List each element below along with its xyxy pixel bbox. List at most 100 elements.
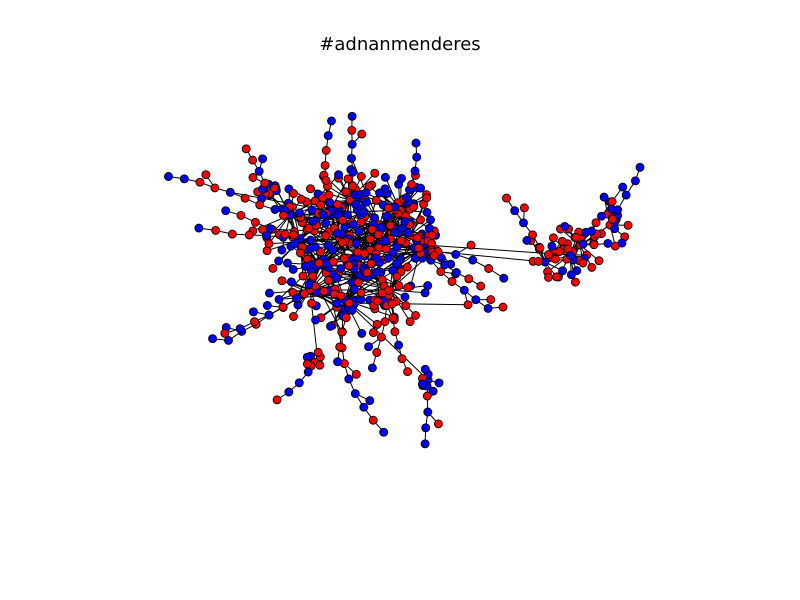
graph-node-red: [296, 248, 305, 258]
graph-node-red: [344, 298, 354, 308]
graph-node-red: [433, 419, 443, 429]
graph-node-red: [403, 283, 413, 292]
graph-node-blue: [499, 273, 509, 283]
graph-node-red: [351, 369, 361, 379]
graph-node-red: [264, 239, 274, 249]
graph-node-red: [307, 298, 317, 308]
graph-node-blue: [347, 305, 357, 315]
graph-node-blue: [380, 236, 390, 245]
graph-node-blue: [416, 183, 426, 193]
graph-node-blue: [397, 173, 406, 183]
graph-node-red: [272, 395, 282, 405]
graph-node-red: [371, 195, 381, 205]
graph-node-red: [321, 231, 331, 241]
graph-node-red: [557, 236, 567, 246]
graph-node-blue: [376, 223, 386, 232]
graph-node-blue: [310, 242, 320, 252]
graph-node-blue: [400, 216, 410, 226]
graph-node-red: [341, 187, 351, 197]
graph-node-red: [211, 225, 221, 235]
graph-node-blue: [451, 268, 461, 277]
graph-node-red: [381, 244, 391, 254]
graph-node-red: [335, 342, 345, 352]
graph-node-blue: [225, 187, 235, 197]
graph-node-red: [362, 268, 372, 278]
graph-node-red: [366, 259, 376, 269]
graph-node-red: [436, 267, 446, 277]
graph-node-red: [289, 230, 298, 240]
graph-node-blue: [290, 239, 300, 248]
graph-node-blue: [375, 188, 385, 198]
graph-node-blue: [294, 378, 304, 388]
graph-node-blue: [422, 207, 432, 217]
graph-node-red: [289, 312, 298, 321]
graph-node-red: [241, 144, 251, 154]
graph-node-red: [502, 193, 511, 203]
graph-node-red: [397, 354, 407, 364]
graph-node-red: [308, 271, 318, 281]
graph-node-blue: [394, 340, 404, 350]
graph-node-red: [336, 291, 346, 301]
graph-node-red: [608, 214, 617, 224]
graph-node-red: [296, 194, 306, 204]
graph-node-blue: [451, 249, 461, 259]
graph-node-red: [250, 217, 260, 227]
graph-node-blue: [362, 197, 371, 207]
graph-node-red: [304, 223, 314, 233]
graph-node-red: [279, 210, 288, 220]
graph-node-red: [321, 145, 331, 155]
graph-node-blue: [283, 258, 292, 268]
graph-node-blue: [371, 253, 381, 263]
graph-node-red: [548, 233, 558, 243]
graph-node-blue: [284, 387, 294, 397]
graph-node-red: [244, 230, 254, 240]
graph-node-blue: [510, 206, 520, 216]
graph-node-blue: [348, 219, 358, 229]
graph-node-blue: [328, 245, 338, 255]
graph-node-blue: [587, 226, 596, 236]
graph-node-red: [227, 229, 237, 239]
graph-node-red: [319, 286, 329, 296]
graph-node-red: [447, 277, 457, 286]
graph-node-blue: [389, 228, 399, 237]
graph-node-red: [368, 415, 378, 425]
graph-node-blue: [354, 226, 364, 236]
graph-node-red: [528, 230, 538, 240]
graph-node-red: [383, 203, 393, 213]
graph-node-red: [519, 203, 529, 213]
graph-node-red: [347, 125, 357, 135]
graph-node-blue: [483, 303, 493, 313]
graph-node-red: [571, 232, 581, 242]
graph-node-red: [333, 199, 342, 209]
graph-node-blue: [411, 138, 421, 148]
graph-node-red: [338, 215, 348, 225]
graph-node-red: [240, 193, 250, 203]
graph-node-red: [414, 243, 424, 253]
graph-node-blue: [459, 285, 469, 295]
graph-node-blue: [274, 294, 284, 304]
graph-node-blue: [597, 211, 606, 221]
graph-node-red: [377, 288, 387, 298]
graph-node-red: [337, 238, 347, 248]
graph-node-red: [392, 272, 402, 282]
graph-node-red: [324, 190, 334, 200]
graph-node-red: [412, 233, 422, 243]
graph-node-blue: [277, 245, 287, 255]
graph-node-red: [344, 261, 354, 271]
graph-node-red: [337, 327, 347, 337]
graph-node-red: [260, 178, 270, 188]
graph-node-blue: [392, 242, 402, 252]
graph-edge: [289, 200, 316, 216]
graph-node-red: [195, 177, 205, 187]
graph-node-red: [551, 254, 560, 264]
graph-node-blue: [358, 208, 368, 218]
graph-node-blue: [388, 265, 398, 275]
graph-node-blue: [334, 170, 344, 180]
graph-node-blue: [412, 152, 422, 162]
graph-node-blue: [468, 255, 478, 265]
graph-node-blue: [347, 139, 357, 149]
graph-node-red: [411, 310, 421, 320]
graph-node-red: [591, 218, 601, 228]
graph-node-red: [463, 300, 473, 310]
